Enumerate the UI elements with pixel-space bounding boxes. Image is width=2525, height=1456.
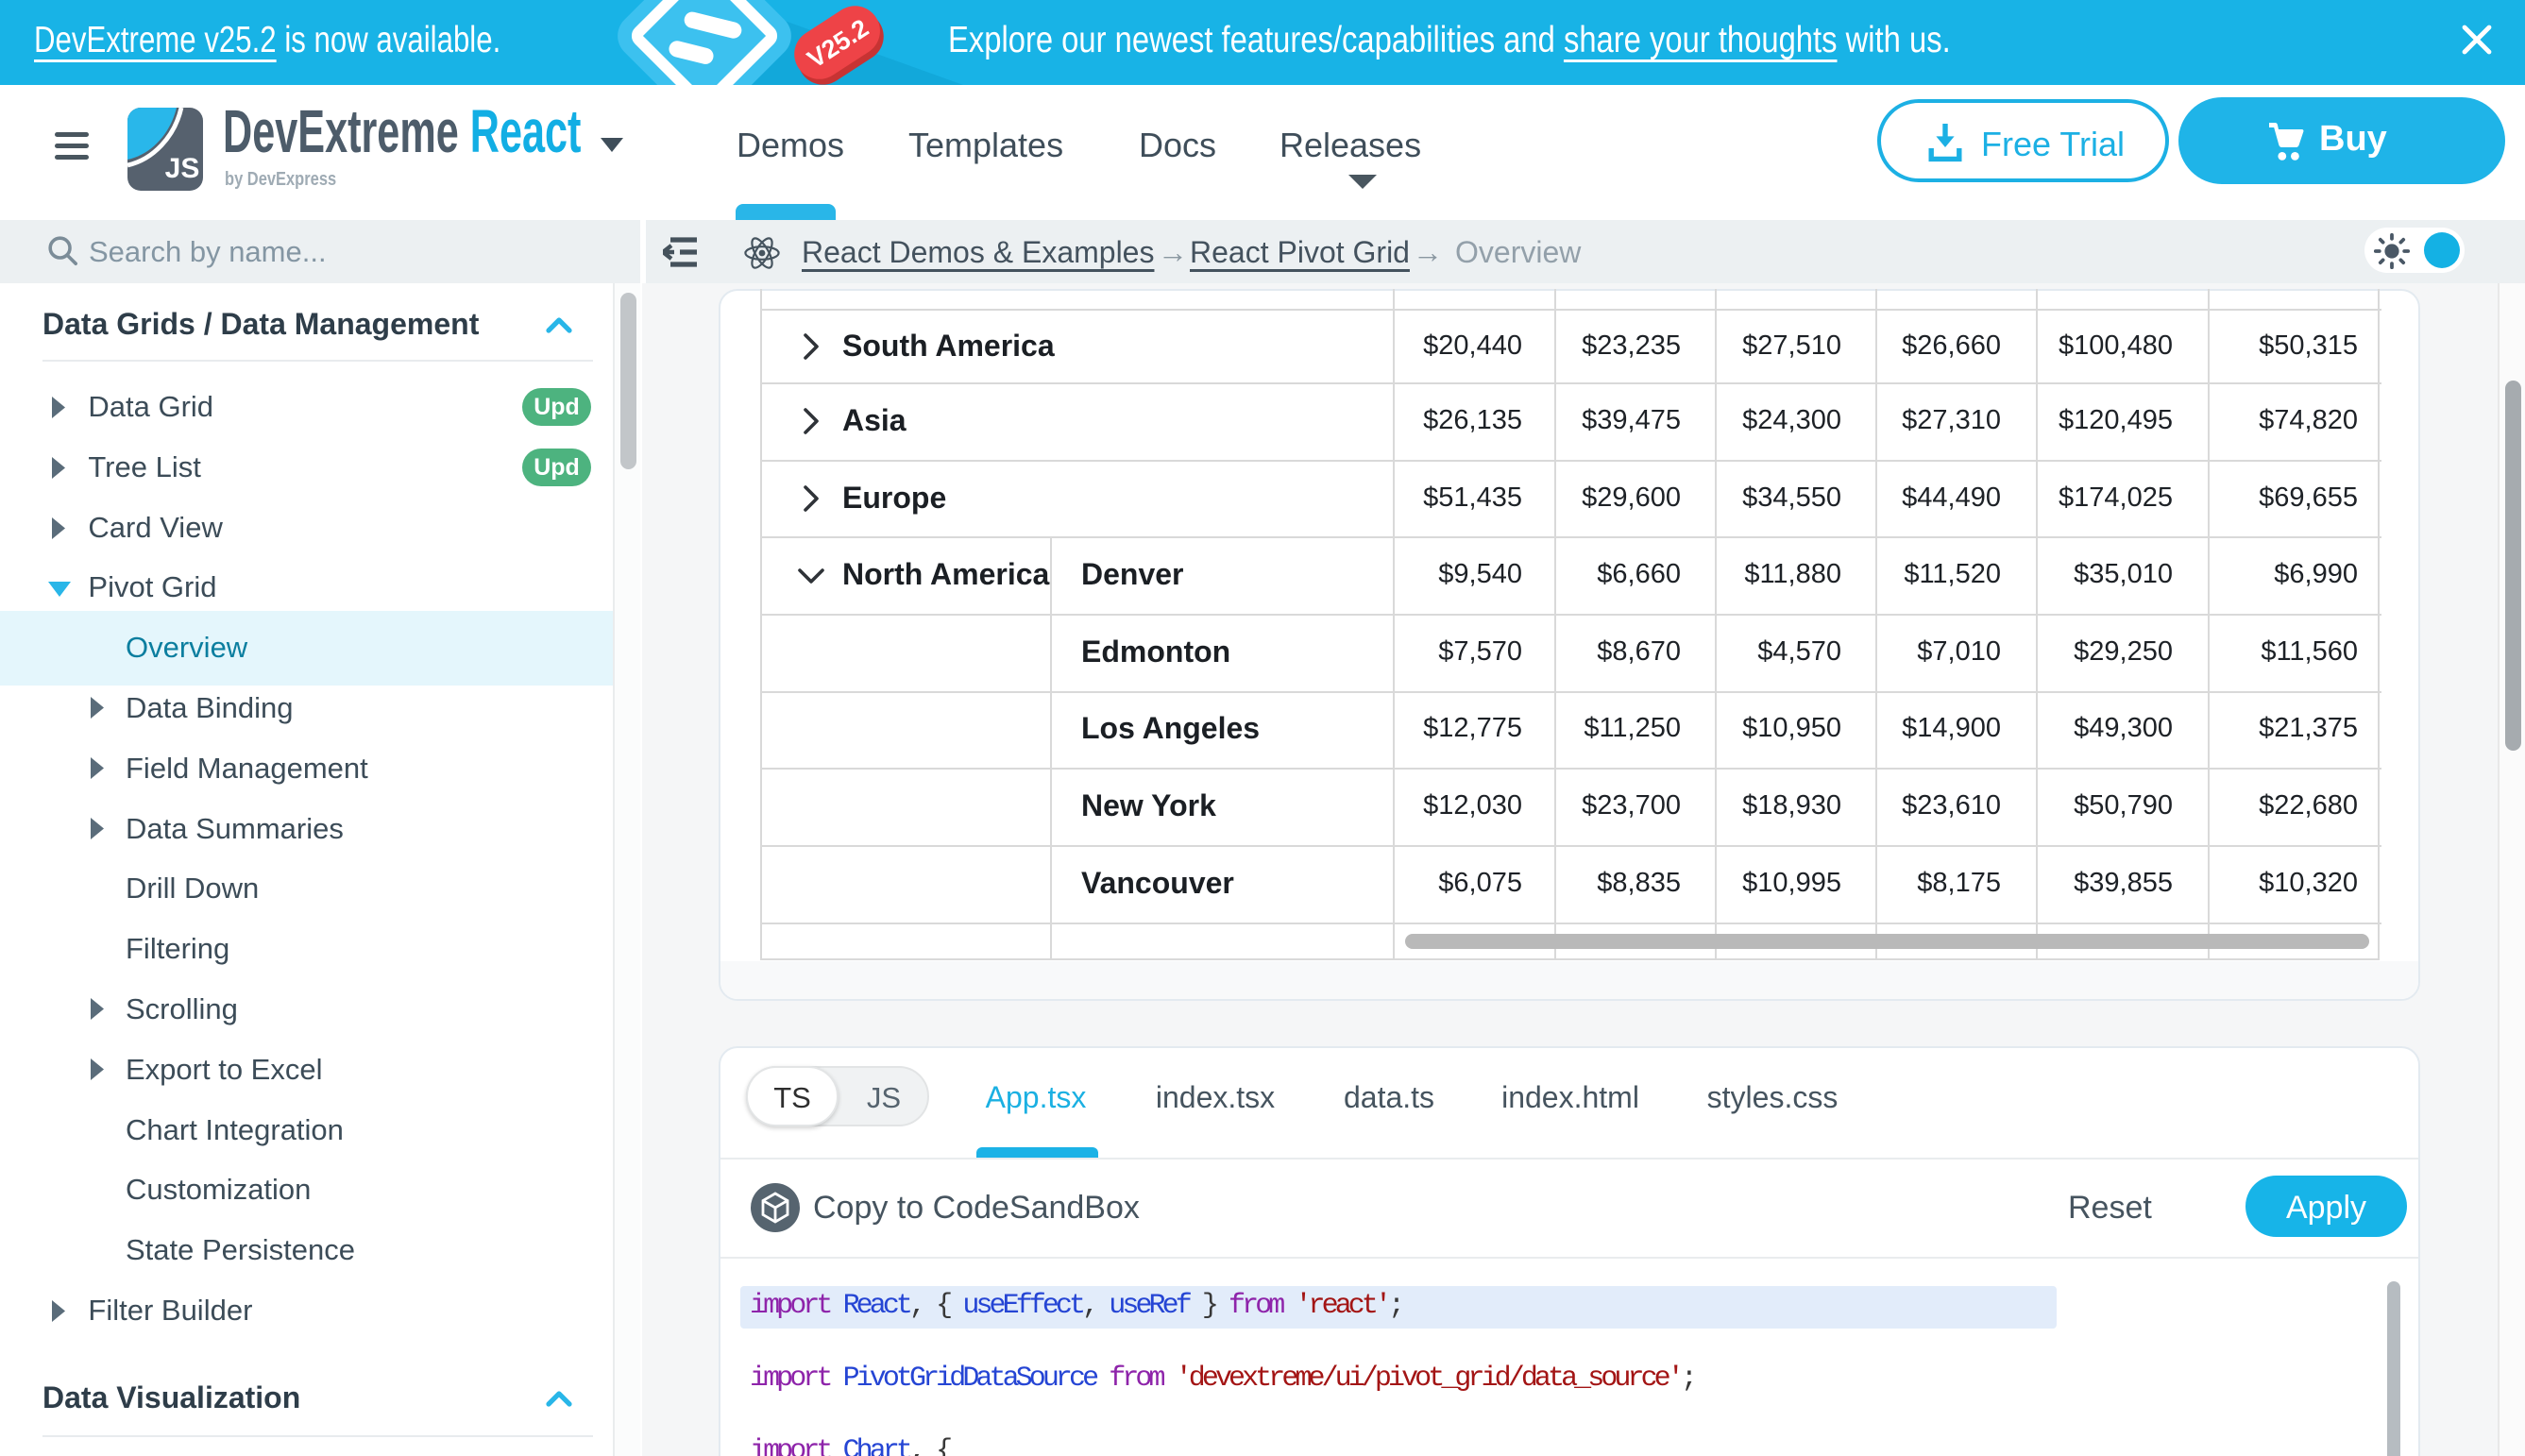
svg-text:JS: JS bbox=[165, 153, 200, 184]
